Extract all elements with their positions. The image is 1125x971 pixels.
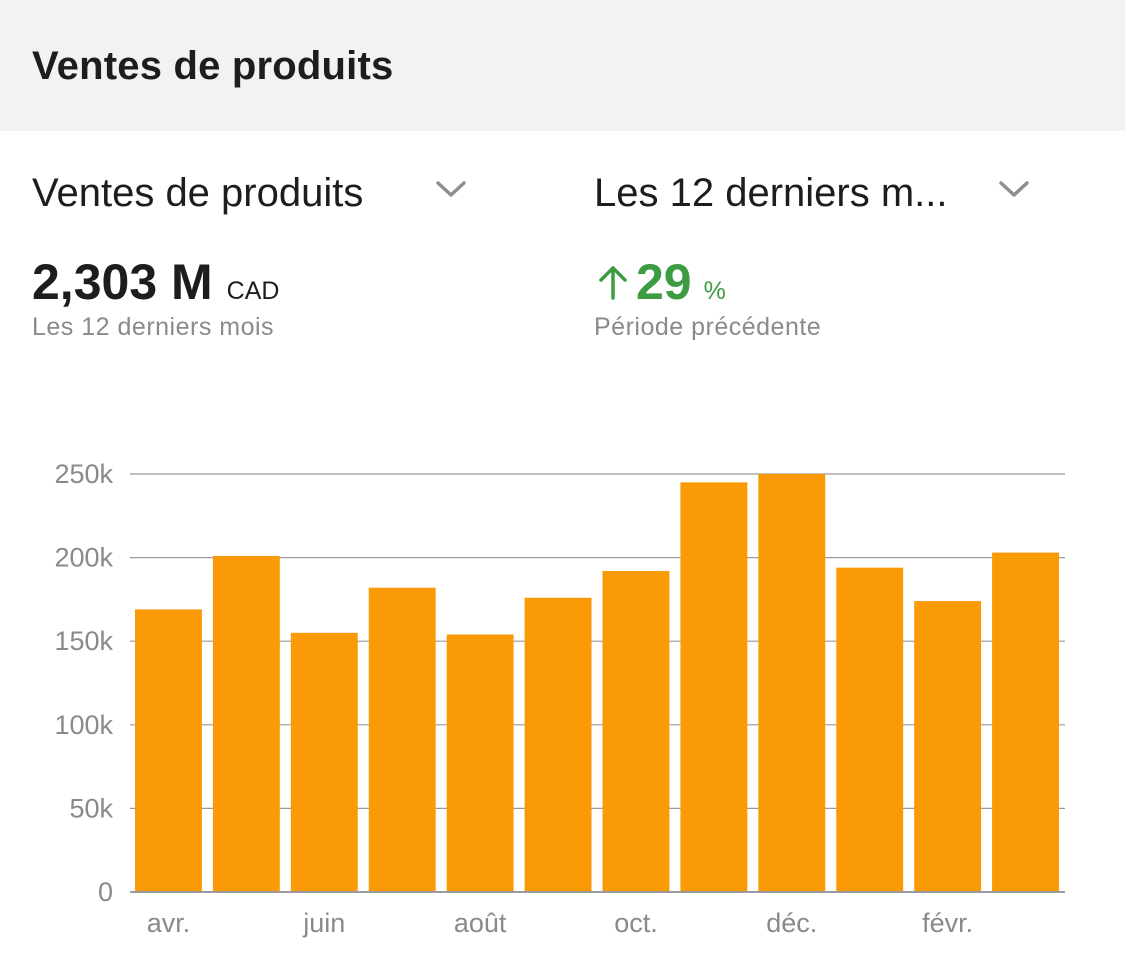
bar-janv.	[836, 567, 904, 892]
y-tick-label: 200k	[54, 543, 113, 573]
total-sales-caption: Les 12 derniers mois	[32, 313, 275, 341]
period-picker-label: Les 12 derniers m...	[594, 170, 948, 215]
bar-oct.	[602, 570, 670, 892]
bar-mai	[212, 555, 280, 892]
bar-févr.	[914, 601, 982, 892]
bar-juin	[290, 632, 358, 892]
currency-unit: CAD	[226, 277, 280, 305]
x-tick-label: déc.	[766, 908, 817, 938]
change-indicator: 29 %	[596, 253, 726, 311]
chevron-down-icon	[999, 181, 1029, 197]
y-tick-label: 50k	[69, 793, 113, 823]
y-tick-label: 150k	[54, 626, 113, 656]
bar-nov.	[680, 482, 748, 892]
bar-déc.	[758, 474, 826, 892]
bar-sept.	[524, 597, 592, 892]
total-sales-value: 2,303 M CAD	[32, 253, 279, 311]
bar-juil.	[368, 587, 436, 892]
x-tick-label: févr.	[922, 908, 973, 938]
x-tick-label: avr.	[147, 908, 191, 938]
period-picker[interactable]: Les 12 derniers m...	[594, 170, 1034, 216]
header-bar: Ventes de produits	[0, 0, 1125, 131]
metric-picker-label: Ventes de produits	[32, 170, 364, 215]
y-tick-label: 250k	[54, 459, 113, 489]
page-title: Ventes de produits	[32, 44, 394, 88]
x-tick-label: août	[454, 908, 507, 938]
y-tick-label: 0	[98, 877, 113, 907]
comparison-caption: Période précédente	[594, 313, 822, 341]
sales-bar-chart: 0 50k 100k 150k 200k 250k avr. juin août oct. déc.…	[54, 459, 1065, 938]
bar-avr.	[135, 609, 202, 892]
y-tick-label: 100k	[54, 710, 113, 740]
bar-août	[446, 634, 514, 892]
change-percent-unit: %	[703, 277, 726, 305]
x-tick-label: juin	[302, 908, 345, 938]
change-percent-value: 29	[636, 254, 692, 310]
arrow-up-icon	[599, 266, 627, 300]
chevron-down-icon	[436, 181, 466, 197]
metric-picker[interactable]: Ventes de produits	[32, 170, 472, 216]
bar-mars	[992, 552, 1059, 892]
x-tick-label: oct.	[614, 908, 658, 938]
total-sales-amount: 2,303 M	[32, 254, 213, 310]
